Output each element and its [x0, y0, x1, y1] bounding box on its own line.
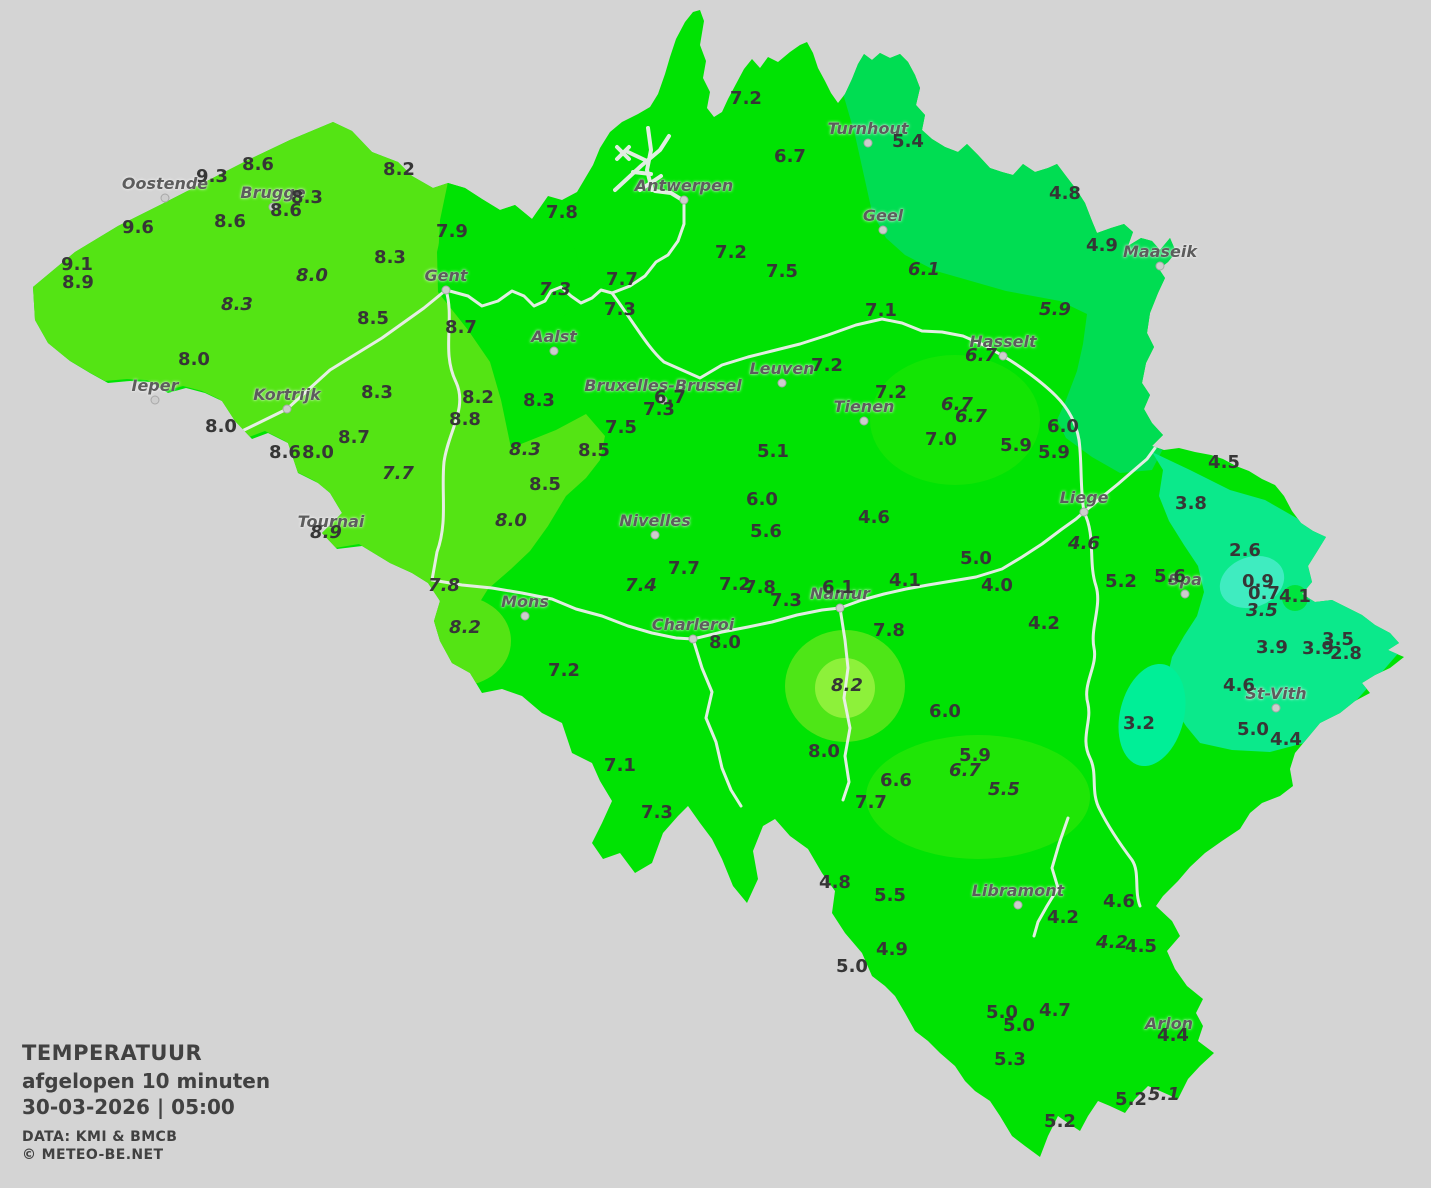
river-schelde-north [444, 285, 614, 308]
region-turquoise-blob [1219, 555, 1285, 609]
map-title: TEMPERATUUR [22, 1041, 203, 1065]
border-charleroi-south [691, 637, 743, 808]
map-copyright: © METEO-BE.NET [22, 1146, 164, 1163]
river-schelde-south [430, 288, 462, 582]
region-mons-patch [407, 596, 511, 686]
region-south-lightgreen [866, 735, 1090, 859]
region-west-yellowgreen [33, 108, 605, 678]
port-canal-2 [613, 134, 671, 192]
map-subtitle: afgelopen 10 minuten [22, 1068, 271, 1093]
border-ourthe-south [1082, 510, 1142, 908]
river-leie [238, 288, 448, 434]
map-datetime: 30-03-2026 | 05:00 [22, 1095, 235, 1120]
port-dock-3 [638, 174, 663, 192]
port-cross-mark-2 [615, 145, 631, 161]
port-dock-2 [631, 170, 653, 176]
border-language-line [610, 291, 1086, 514]
river-border-lines [238, 203, 1157, 938]
antwerp-port-canals [613, 126, 686, 203]
region-east-springgreen [1152, 452, 1404, 752]
river-to-antwerpen [610, 203, 686, 295]
river-sambre-meuse [430, 510, 1086, 641]
river-libramont [1032, 816, 1070, 938]
map-data-source: DATA: KMI & BMCB [22, 1128, 178, 1145]
map-legend-title-block: TEMPERATUUR afgelopen 10 minuten 30-03-2… [22, 1040, 270, 1164]
port-dock-1 [626, 150, 649, 163]
region-soft-center [870, 355, 1040, 485]
border-namur-south [838, 606, 852, 802]
enclave-baarle-hertog [853, 73, 867, 80]
border-liege-northeast [1082, 446, 1157, 514]
region-light-blob-32 [1118, 663, 1186, 767]
region-green-circle-41 [1282, 585, 1308, 611]
